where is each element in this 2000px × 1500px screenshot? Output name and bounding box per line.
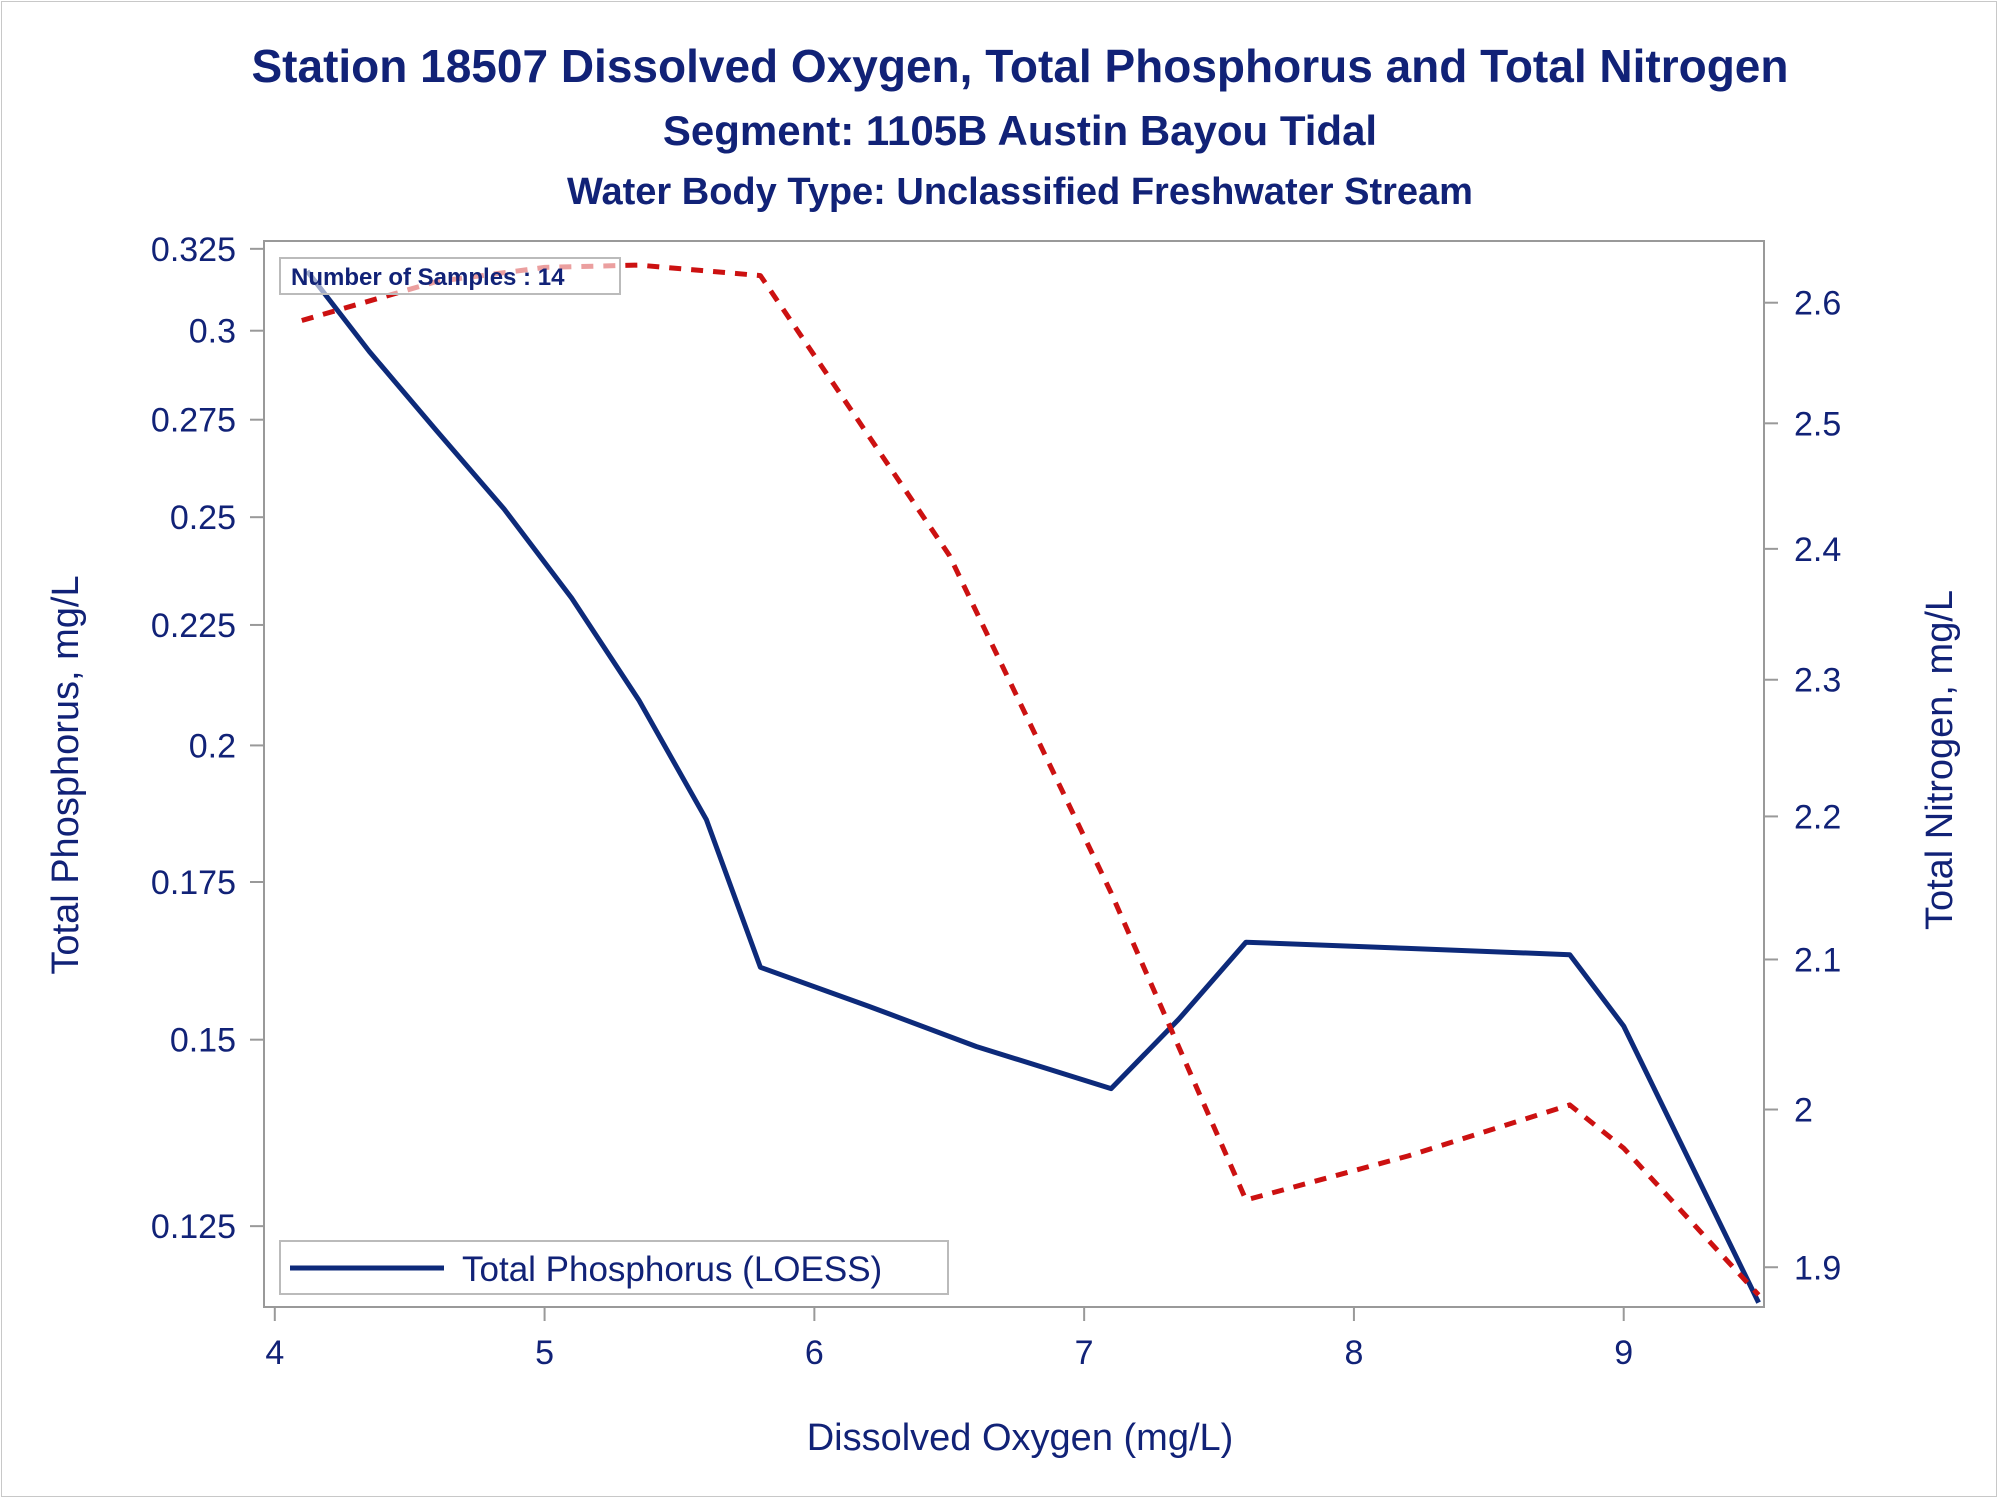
x-tick-label: 6: [805, 1334, 824, 1372]
y-tick-label: 0.325: [151, 231, 236, 269]
legend: Total Phosphorus (LOESS): [279, 1240, 949, 1295]
y-tick-label: 0.15: [170, 1022, 236, 1060]
legend-label-phosphorus: Total Phosphorus (LOESS): [462, 1250, 882, 1289]
x-axis-label: Dissolved Oxygen (mg/L): [807, 1417, 1234, 1459]
x-tick-label: 8: [1344, 1334, 1363, 1372]
y2-tick-label: 1.9: [1794, 1249, 1841, 1287]
chart-title: Station 18507 Dissolved Oxygen, Total Ph…: [251, 40, 1788, 92]
y-tick-label: 0.275: [151, 402, 236, 440]
sample-count-label: Number of Samples : 14: [291, 264, 565, 291]
y-tick-label: 0.175: [151, 864, 236, 902]
series-line-phosphorus: [305, 269, 1761, 1304]
chart-subtitle-2: Water Body Type: Unclassified Freshwater…: [567, 171, 1473, 213]
chart-subtitle: Segment: 1105B Austin Bayou Tidal: [663, 107, 1377, 154]
x-tick-label: 4: [265, 1334, 284, 1372]
sample-count-box: Number of Samples : 14: [279, 257, 621, 295]
series-lines: [301, 262, 1761, 1304]
y-tick-label: 0.25: [170, 499, 236, 537]
y-tick-label: 0.3: [189, 313, 236, 351]
y2-tick-label: 2.3: [1794, 662, 1841, 700]
x-tick-label: 5: [535, 1334, 554, 1372]
y2-tick-label: 2.5: [1794, 405, 1841, 443]
y2-tick-label: 2: [1794, 1092, 1813, 1130]
y2-tick-label: 2.1: [1794, 941, 1841, 979]
series-line-nitrogen: [301, 262, 1761, 1297]
plot-area: [263, 240, 1765, 1308]
y2-tick-label: 2.6: [1794, 285, 1841, 323]
y2-tick-label: 2.2: [1794, 798, 1841, 836]
y-axis-left: 0.125 0.15 0.175 0.2 0.225 0.25 0.275 0.3 0.325: [151, 231, 264, 1246]
y-tick-label: 0.2: [189, 727, 236, 765]
x-axis: 4 5 6 7 8 9: [265, 1307, 1633, 1372]
y-axis-right-label: Total Nitrogen, mg/L: [1919, 590, 1961, 930]
x-tick-label: 9: [1614, 1334, 1633, 1372]
y-axis-right: 1.9 2 2.1 2.2 2.3 2.4 2.5 2.6: [1764, 285, 1841, 1287]
y-tick-label: 0.225: [151, 607, 236, 645]
x-tick-label: 7: [1075, 1334, 1094, 1372]
y-tick-label: 0.125: [151, 1208, 236, 1246]
y2-tick-label: 2.4: [1794, 531, 1841, 569]
y-axis-left-label: Total Phosphorus, mg/L: [45, 575, 87, 974]
sample-count-frame: [279, 257, 621, 295]
